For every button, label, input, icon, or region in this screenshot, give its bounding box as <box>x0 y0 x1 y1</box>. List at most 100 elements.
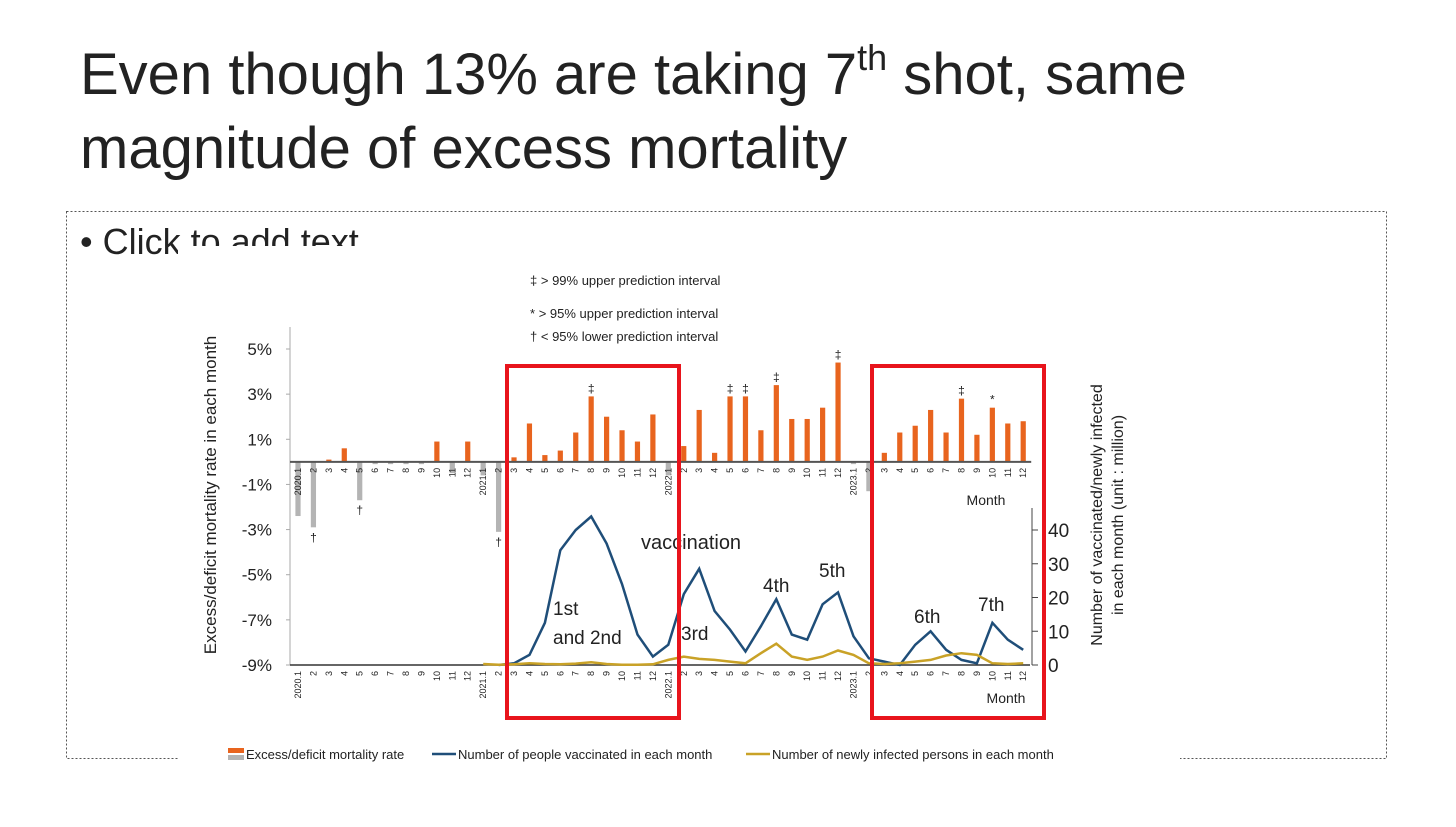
x-tick-label: 2 <box>864 671 874 676</box>
x-tick-label: 4 <box>895 468 905 473</box>
legend-swatch <box>228 748 244 753</box>
symbol-legend-symbol: † <box>530 329 537 344</box>
x-tick-label: 8 <box>771 671 781 676</box>
x-tick-label: 12 <box>1018 671 1028 681</box>
title-text: shot, same <box>887 42 1187 107</box>
bar <box>850 461 857 465</box>
bar <box>681 446 687 462</box>
data-line <box>483 642 1024 666</box>
x-tick-label: 2020.1 <box>293 671 303 699</box>
symbol-legend-symbol: ‡ <box>530 273 537 288</box>
x-tick-label: 9 <box>972 671 982 676</box>
significance-symbol: ‡ <box>835 348 842 362</box>
bar <box>295 461 301 517</box>
bar <box>310 461 317 528</box>
symbol-legend-text: > 95% upper prediction interval <box>539 306 719 321</box>
significance-symbol: ‡ <box>727 381 734 395</box>
x-tick-label: 2 <box>308 468 318 473</box>
x-axis-label: Month <box>987 690 1026 706</box>
x-tick-label: 11 <box>818 468 828 477</box>
x-tick-label: 9 <box>416 468 426 473</box>
bar <box>403 461 409 465</box>
x-tick-label: 9 <box>416 671 426 676</box>
x-tick-label: 7 <box>386 468 396 473</box>
x-tick-label: 10 <box>617 468 627 478</box>
annotation: 4th <box>763 576 789 597</box>
x-tick-label: 4 <box>339 671 349 676</box>
x-tick-label: 4 <box>524 671 534 676</box>
x-tick-label: 8 <box>586 671 596 676</box>
x-tick-label: 3 <box>324 468 334 473</box>
x-tick-label: 6 <box>555 671 565 676</box>
y2-tick-label: 20 <box>1048 589 1069 610</box>
x-tick-label: 11 <box>818 671 828 680</box>
y2-tick-label: 10 <box>1048 622 1069 643</box>
placeholder-box[interactable] <box>66 211 1387 759</box>
x-tick-label: 12 <box>648 468 658 478</box>
x-tick-label: 4 <box>710 671 720 676</box>
bar <box>573 432 579 462</box>
highlight-box <box>505 364 681 720</box>
x-tick-label: 7 <box>941 671 951 676</box>
title-text: Even though 13% are taking 7 <box>80 42 857 107</box>
x-tick-label: 5 <box>910 671 920 676</box>
x-tick-label: 3 <box>324 671 334 676</box>
y-tick-label: 3% <box>247 385 272 404</box>
bar <box>326 459 332 462</box>
x-tick-label: 11 <box>447 468 457 477</box>
x-tick-label: 8 <box>956 671 966 676</box>
x-tick-label: 5 <box>355 671 365 676</box>
bar <box>526 423 533 462</box>
bar <box>418 461 425 465</box>
x-tick-label: 7 <box>756 671 766 676</box>
bar <box>495 461 502 532</box>
bar <box>696 409 702 462</box>
bar <box>542 455 548 462</box>
x-tick-label: 7 <box>571 468 581 473</box>
bar <box>619 430 625 462</box>
x-tick-label: 8 <box>771 468 781 473</box>
bar <box>773 385 779 462</box>
bar <box>1005 423 1011 462</box>
y-tick-label: -1% <box>242 475 272 494</box>
x-tick-label: 2 <box>679 468 689 473</box>
y-tick-label: -7% <box>242 611 272 630</box>
bar <box>974 434 980 462</box>
x-tick-label: 8 <box>401 468 411 473</box>
y-tick-label: -5% <box>242 566 272 585</box>
bar <box>387 461 394 465</box>
x-tick-label: 2020.1 <box>293 468 303 496</box>
y-tick-label: 5% <box>247 340 272 359</box>
bar <box>434 441 440 462</box>
significance-symbol: ‡ <box>958 384 965 398</box>
x-tick-label: 4 <box>339 468 349 473</box>
bar <box>866 461 872 492</box>
x-tick-label: 5 <box>725 671 735 676</box>
x-tick-label: 3 <box>879 671 889 676</box>
x-tick-label: 7 <box>386 671 396 676</box>
bar <box>634 441 641 462</box>
y2-tick-label: 0 <box>1048 656 1059 677</box>
bar <box>820 407 826 462</box>
bar <box>357 461 363 501</box>
x-tick-label: 7 <box>571 671 581 676</box>
bar <box>727 396 733 462</box>
x-tick-label: 12 <box>1018 468 1028 478</box>
bar <box>897 432 903 462</box>
x-tick-label: 4 <box>524 468 534 473</box>
x-tick-label: 6 <box>740 671 750 676</box>
x-tick-label: 9 <box>602 468 612 473</box>
data-line <box>498 514 1024 667</box>
symbol-legend-text: > 99% upper prediction interval <box>541 273 721 288</box>
x-tick-label: 9 <box>602 671 612 676</box>
x-tick-label: 2022.1 <box>663 671 673 699</box>
bar <box>789 418 795 462</box>
x-tick-label: 4 <box>710 468 720 473</box>
x-tick-label: 6 <box>370 671 380 676</box>
x-tick-label: 8 <box>956 468 966 473</box>
title-superscript: th <box>857 37 887 78</box>
bar <box>881 452 887 462</box>
bar <box>758 430 764 462</box>
x-tick-label: 5 <box>725 468 735 473</box>
